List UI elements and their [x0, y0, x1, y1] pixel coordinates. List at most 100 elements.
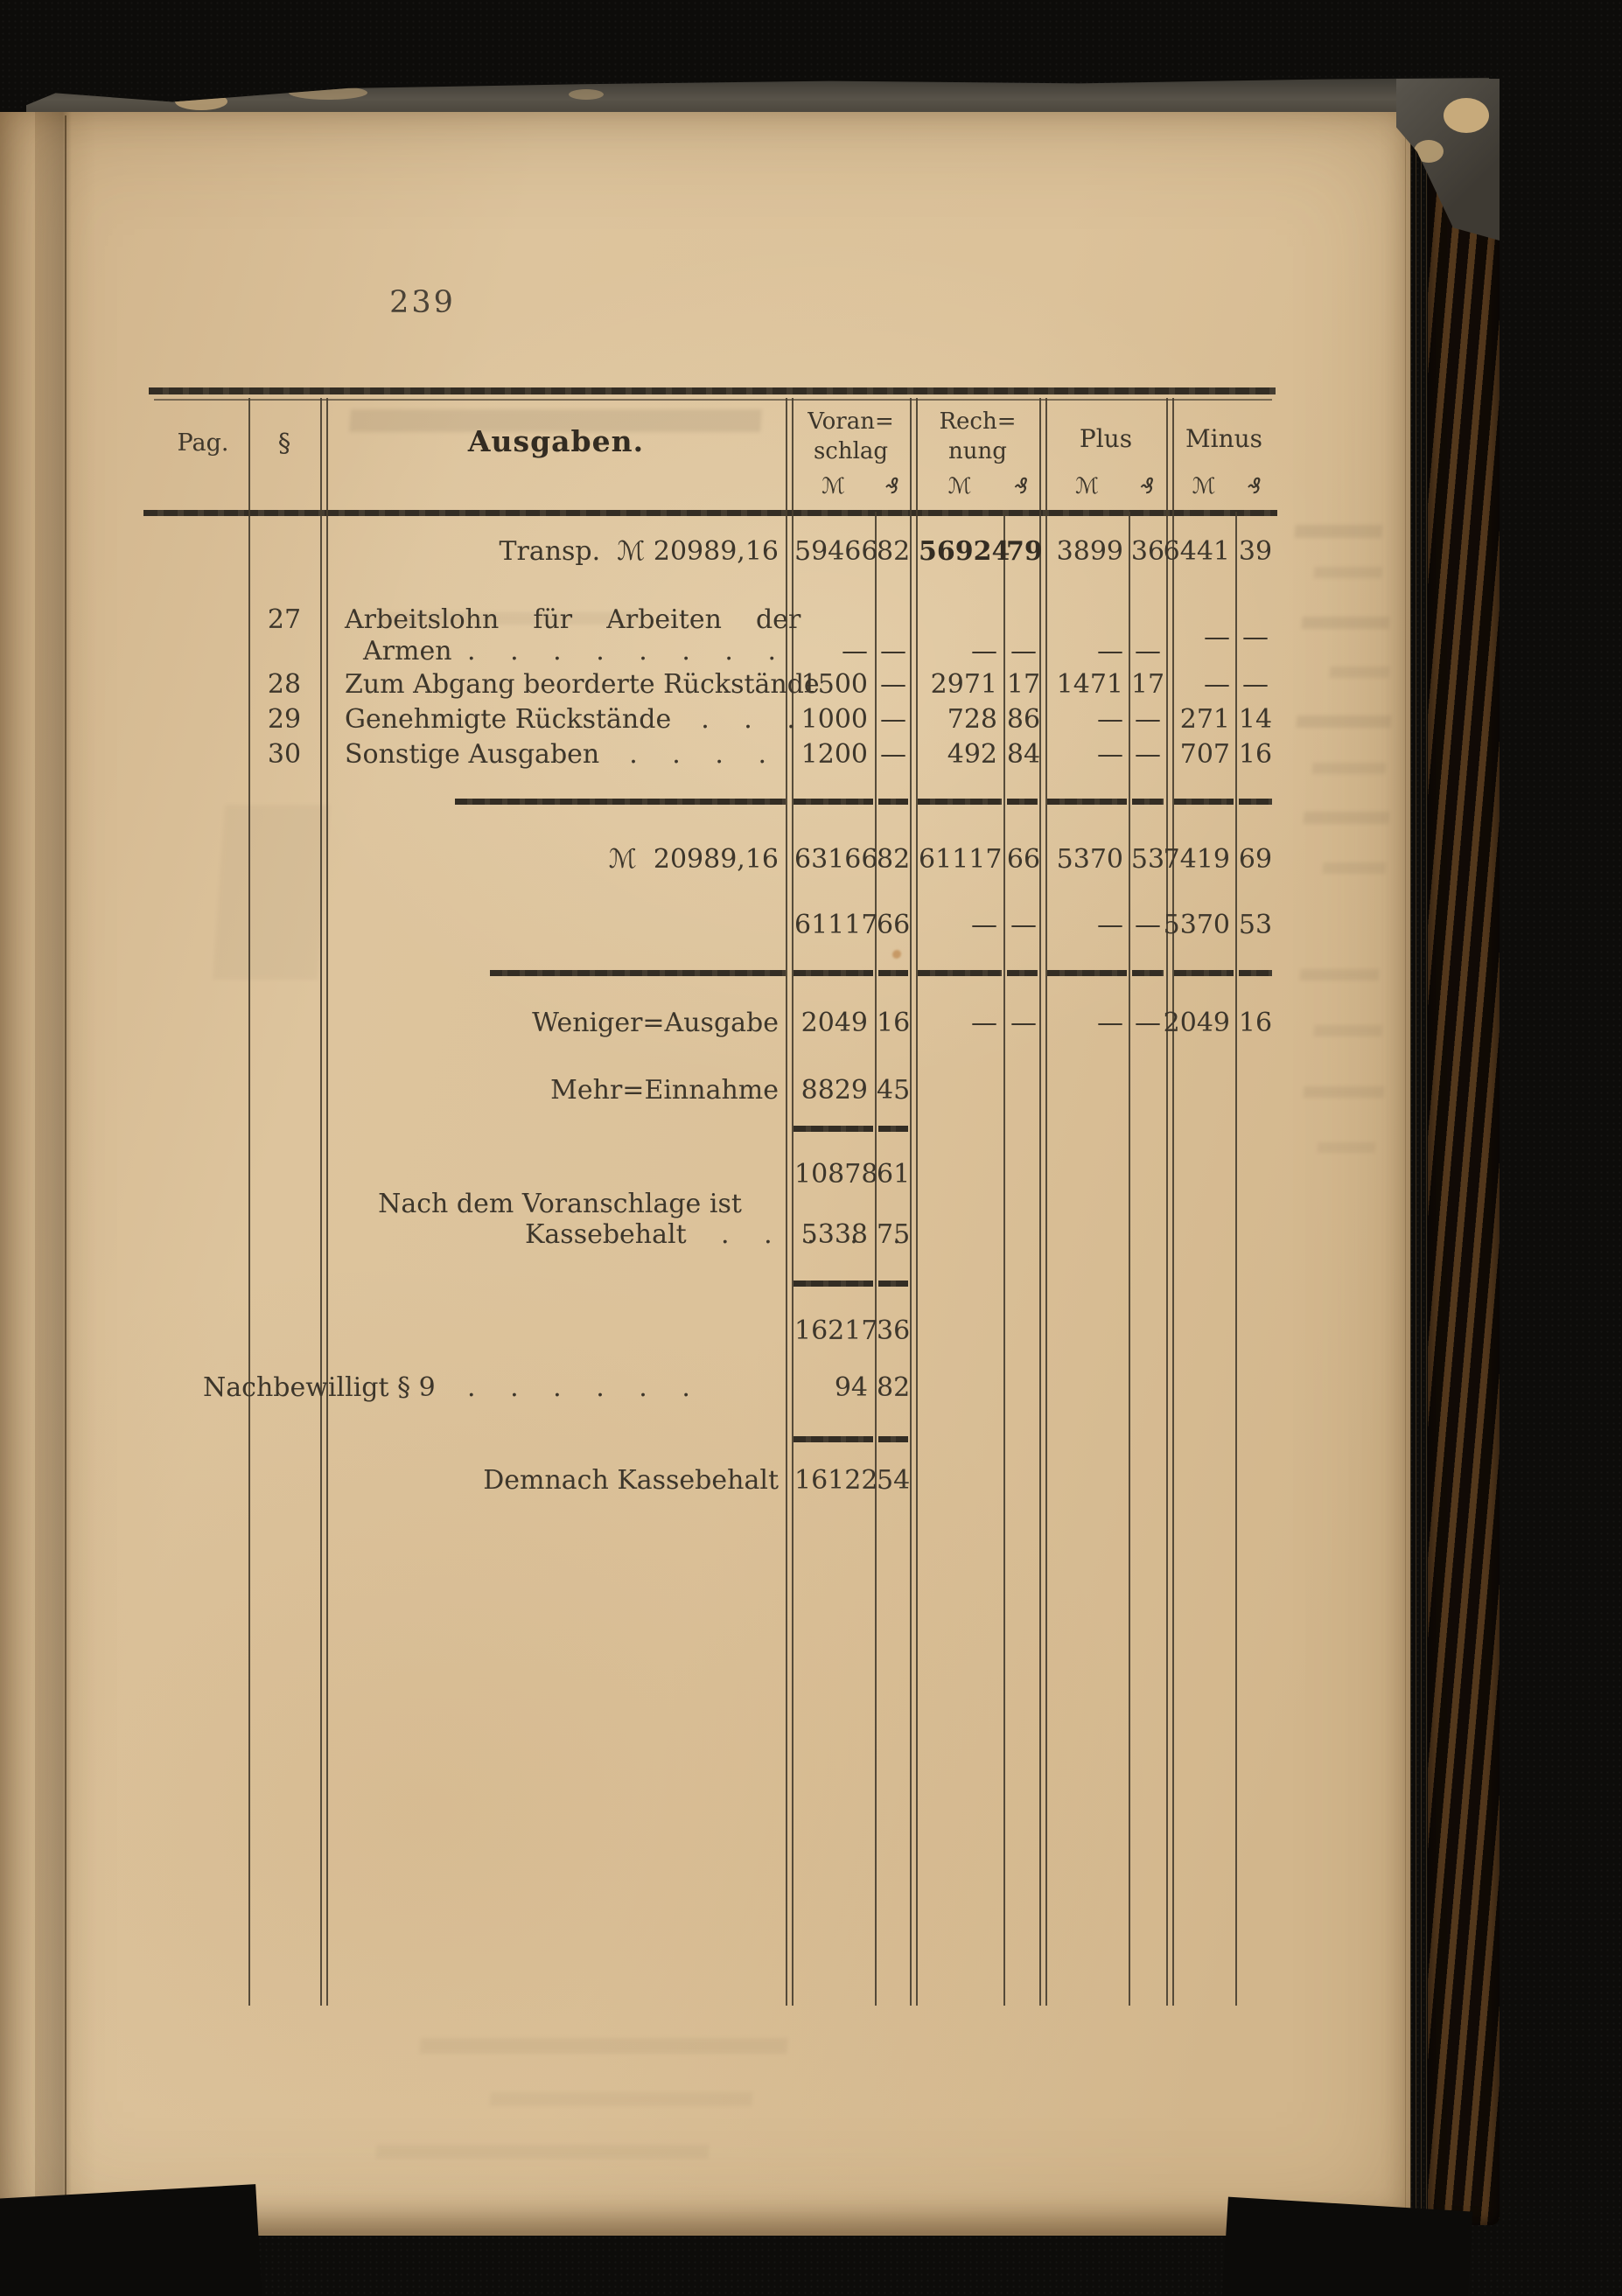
- cell-plus-pf: 17: [1130, 669, 1165, 700]
- table-row: Kassebehalt . . . . . 5338 75: [149, 1219, 1277, 1253]
- header-rechnung-line1: Rech=: [939, 408, 1017, 435]
- cell-voranschlag-mark: 1200: [801, 739, 868, 770]
- table-top-thin-rule: [154, 399, 1272, 401]
- header-rechnung-line2: nung: [948, 438, 1007, 464]
- ghost-smudge: [1296, 715, 1392, 728]
- cell-rechnung-mark: —: [971, 910, 997, 940]
- row-label: Zum Abgang beorderte Rückstände: [345, 669, 820, 700]
- table-row: 27 Arbeitslohn für Arbeiten der: [149, 604, 1277, 638]
- dot-leader: . . . . . . . .: [467, 636, 790, 666]
- table-rule: [1047, 970, 1127, 976]
- ghost-smudge: [1301, 617, 1390, 629]
- ghost-smudge: [1313, 567, 1383, 578]
- gutter-crease-line: [65, 115, 66, 2218]
- table-top-border: [149, 387, 1276, 394]
- shadow-wedge: [0, 2184, 262, 2296]
- cell-voranschlag-mark: 16122: [794, 1465, 878, 1496]
- cell-rechnung-mark: —: [971, 1008, 997, 1038]
- header-mark-symbol: ℳ: [947, 473, 972, 499]
- ghost-smudge: [1313, 1025, 1383, 1036]
- cell-paragraph: 30: [267, 739, 302, 770]
- cell-voranschlag-pf: 82: [877, 844, 911, 875]
- page-number: 239: [389, 285, 456, 320]
- cell-plus-mark: 3899: [1056, 536, 1123, 567]
- table-rule: [878, 1281, 908, 1287]
- table-row: Mehr=Einnahme 8829 45: [149, 1075, 1277, 1108]
- cell-rechnung-pf: 86: [1006, 704, 1041, 735]
- header-section-sign: §: [277, 428, 291, 457]
- table-rule: [1172, 398, 1174, 2006]
- cell-voranschlag-mark: 59466: [794, 536, 878, 567]
- cell-minus-pf: —: [1242, 622, 1269, 653]
- cell-minus-pf: 53: [1238, 910, 1273, 940]
- header-voranschlag-line1: Voran=: [808, 408, 894, 435]
- ghost-smudge: [375, 2145, 710, 2159]
- table-rule: [916, 398, 918, 2006]
- table-rule: [490, 970, 786, 976]
- table-rule: [794, 1436, 873, 1442]
- ghost-smudge: [1317, 1142, 1376, 1153]
- table-row: 16217 36: [149, 1315, 1277, 1349]
- row-label: Nach dem Voranschlage ist: [378, 1189, 742, 1219]
- table-row: 30 Sonstige Ausgaben . . . . 1200 — 492 8…: [149, 739, 1277, 772]
- row-label: Mehr=Einnahme: [550, 1075, 779, 1106]
- cell-voranschlag-pf: 61: [877, 1159, 911, 1190]
- ghost-smudge: [1322, 862, 1387, 874]
- cell-voranschlag-pf: —: [880, 669, 906, 700]
- shadow-wedge: [1221, 2196, 1473, 2296]
- table-rule: [1045, 398, 1047, 2006]
- table-row: Weniger=Ausgabe 2049 16 — — — — 2049 16: [149, 1008, 1277, 1041]
- cell-voranschlag-mark: —: [842, 636, 868, 666]
- table-row: 28 Zum Abgang beorderte Rückstände 1500 …: [149, 669, 1277, 702]
- cell-plus-pf: 36: [1130, 536, 1165, 567]
- row-label-text: Sonstige Ausgaben: [345, 739, 600, 770]
- header-mark-symbol: ℳ: [1075, 473, 1099, 499]
- table-rule: [794, 970, 873, 976]
- cell-voranschlag-pf: 36: [877, 1315, 911, 1346]
- ledger-table: Pag. § Ausgaben. Voran= schlag Rech= nun…: [143, 387, 1277, 2011]
- cell-rechnung-mark: 2971: [930, 669, 997, 700]
- header-pfennig-symbol: ₰: [1248, 473, 1262, 499]
- table-row: ℳ 20989,16 63166 82 61117 66 5370 53 741…: [149, 844, 1277, 877]
- header-mark-symbol: ℳ: [1192, 473, 1216, 499]
- cell-voranschlag-mark: 8829: [801, 1075, 868, 1106]
- table-row: Transp. ℳ 20989,16 59466 82 56924 79 389…: [149, 536, 1277, 569]
- table-rule: [1235, 512, 1237, 2006]
- cell-minus-mark: 5370: [1163, 910, 1230, 940]
- cell-voranschlag-pf: 16: [877, 1008, 911, 1038]
- table-rule: [918, 799, 1002, 805]
- row-label: Sonstige Ausgaben . . . .: [345, 739, 787, 771]
- dot-leader: . . . . .: [721, 1219, 914, 1250]
- cell-minus-pf: 14: [1238, 704, 1273, 735]
- header-minus: Minus: [1185, 424, 1263, 453]
- table-row: 29 Genehmigte Rückstände. . . 1000 — 728…: [149, 704, 1277, 737]
- cell-plus-mark: —: [1097, 739, 1123, 770]
- marbled-cover-edge: [1428, 84, 1500, 2225]
- table-rule: [878, 1126, 908, 1132]
- row-label: ℳ 20989,16: [608, 844, 779, 875]
- cell-minus-mark: 6441: [1163, 536, 1230, 567]
- table-rule: [1007, 799, 1038, 805]
- cell-rechnung-pf: 79: [1006, 536, 1043, 567]
- cell-voranschlag-pf: —: [880, 739, 906, 770]
- table-rule: [1174, 970, 1234, 976]
- cell-voranschlag-pf: 75: [877, 1219, 911, 1250]
- cell-plus-pf: —: [1135, 739, 1161, 770]
- cell-voranschlag-mark: 5338: [801, 1219, 868, 1250]
- cell-voranschlag-pf: 82: [877, 536, 911, 567]
- table-row: Demnach Kassebehalt 16122 54: [149, 1465, 1277, 1498]
- header-plus: Plus: [1079, 424, 1133, 453]
- table-row: Nach dem Voranschlage ist: [149, 1189, 1277, 1222]
- cell-minus-pf: 39: [1238, 536, 1273, 567]
- cell-plus-mark: 1471: [1056, 669, 1123, 700]
- dot-leader: . . .: [701, 704, 808, 735]
- header-voranschlag-line2: schlag: [813, 438, 889, 464]
- row-label: Demnach Kassebehalt: [483, 1465, 779, 1496]
- dot-leader: . . . . . .: [467, 1372, 703, 1403]
- paper-page: [0, 112, 1410, 2236]
- table-rule: [794, 799, 873, 805]
- cell-minus-pf: —: [1242, 669, 1269, 700]
- table-row: 10878 61: [149, 1159, 1277, 1192]
- cover-damage-patch: [1444, 98, 1489, 133]
